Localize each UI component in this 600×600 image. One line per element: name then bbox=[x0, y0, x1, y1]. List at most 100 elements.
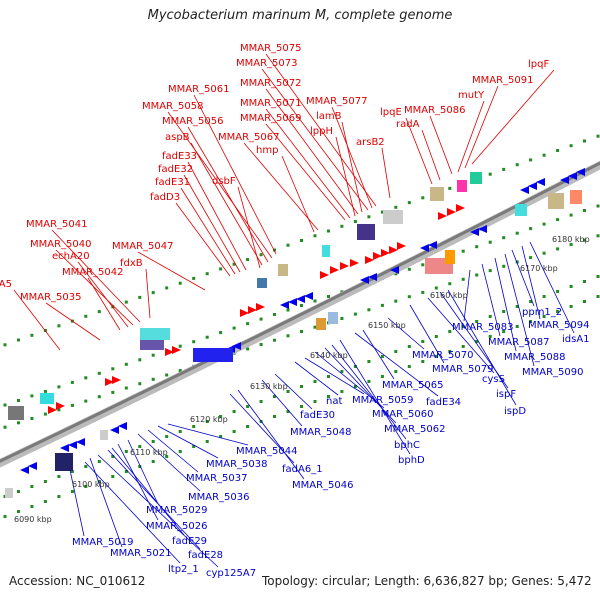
forward-gene-label: MMAR_5047 bbox=[112, 241, 174, 252]
track-dot bbox=[84, 465, 88, 468]
reverse-gene-label: MMAR_5088 bbox=[504, 352, 566, 363]
gene-box bbox=[100, 430, 108, 440]
gene-box bbox=[357, 224, 375, 240]
track-dot bbox=[259, 317, 263, 321]
track-dot bbox=[124, 450, 128, 453]
track-dot bbox=[488, 315, 492, 318]
track-dot bbox=[57, 475, 61, 478]
forward-gene-label: fadD3 bbox=[150, 192, 180, 203]
reverse-gene-label: MMAR_5044 bbox=[236, 446, 298, 457]
forward-gene-label: MMAR_5040 bbox=[30, 239, 92, 250]
track-dot bbox=[246, 322, 250, 326]
reverse-gene-arrow bbox=[118, 422, 127, 430]
reverse-gene-arrow bbox=[76, 438, 85, 446]
track-dot bbox=[313, 400, 317, 403]
leader-line bbox=[471, 69, 555, 165]
track-dot bbox=[30, 417, 34, 420]
reverse-gene-label: MMAR_5021 bbox=[110, 548, 172, 559]
track-dot bbox=[165, 373, 169, 377]
track-dot bbox=[556, 290, 560, 293]
leader-line bbox=[183, 174, 241, 273]
forward-gene-label: MMAR_5035 bbox=[20, 292, 82, 303]
forward-gene-label: dsbF bbox=[212, 176, 236, 187]
track-dot bbox=[286, 410, 290, 413]
track-dot bbox=[448, 282, 452, 286]
leader-line bbox=[167, 111, 273, 259]
reverse-gene-label: MMAR_5038 bbox=[206, 459, 268, 470]
reverse-gene-label: fadE29 bbox=[172, 536, 207, 547]
track-dot bbox=[178, 369, 182, 373]
gene-box bbox=[430, 187, 444, 201]
scale-tick-label: 6120 kbp bbox=[190, 415, 228, 424]
leader-line bbox=[55, 249, 134, 326]
track-dot bbox=[17, 490, 20, 493]
leader-line bbox=[77, 261, 129, 328]
track-dot bbox=[367, 360, 371, 363]
track-dot bbox=[583, 139, 586, 143]
leader-line bbox=[274, 373, 313, 410]
track-dot bbox=[542, 153, 546, 157]
reverse-gene-label: MMAR_5037 bbox=[186, 473, 248, 484]
track-dot bbox=[313, 325, 317, 329]
reverse-gene-arrow bbox=[390, 266, 399, 274]
track-dot bbox=[448, 330, 452, 333]
track-dot bbox=[259, 253, 263, 257]
leader-line bbox=[331, 344, 407, 440]
leader-line bbox=[457, 100, 485, 173]
track-dot bbox=[151, 353, 155, 357]
track-dot bbox=[488, 172, 492, 176]
leader-line bbox=[494, 257, 517, 352]
reverse-gene-label: ppm1_2 bbox=[522, 307, 562, 318]
track-dot bbox=[502, 236, 506, 240]
track-dot bbox=[515, 325, 519, 328]
forward-gene-label: echA20 bbox=[52, 251, 90, 262]
gene-box bbox=[470, 172, 482, 184]
track-dot bbox=[529, 320, 533, 323]
track-dot bbox=[340, 370, 344, 373]
forward-gene-arrow bbox=[320, 271, 329, 279]
track-dot bbox=[151, 460, 155, 463]
track-dot bbox=[421, 340, 425, 343]
track-dot bbox=[205, 272, 209, 276]
reverse-gene-label: MMAR_5060 bbox=[372, 409, 434, 420]
track-dot bbox=[407, 365, 411, 368]
track-dot bbox=[596, 295, 600, 298]
track-dot bbox=[300, 385, 303, 388]
track-dot bbox=[111, 475, 115, 478]
leader-line bbox=[137, 433, 201, 492]
track-dot bbox=[340, 224, 344, 228]
leader-line bbox=[243, 142, 319, 231]
gene-box bbox=[457, 180, 467, 192]
track-dot bbox=[353, 220, 357, 223]
reverse-gene-arrow bbox=[368, 273, 377, 281]
track-dot bbox=[97, 395, 101, 399]
track-dot bbox=[300, 330, 303, 333]
leader-line bbox=[175, 202, 231, 277]
forward-gene-label: hmp bbox=[256, 145, 278, 156]
track-dot bbox=[502, 167, 506, 171]
reverse-gene-label: MMAR_5046 bbox=[292, 480, 354, 491]
leader-line bbox=[387, 317, 425, 350]
leader-line bbox=[521, 245, 541, 320]
leader-line bbox=[529, 241, 575, 334]
leader-line bbox=[97, 454, 219, 568]
reverse-gene-label: MMAR_5070 bbox=[412, 350, 474, 361]
forward-gene-arrow bbox=[248, 306, 257, 314]
track-dot bbox=[246, 405, 250, 408]
forward-gene-arrow bbox=[112, 376, 121, 384]
track-dot bbox=[421, 263, 425, 267]
track-dot bbox=[488, 335, 492, 338]
track-dot bbox=[151, 291, 155, 295]
gene-box bbox=[257, 278, 267, 288]
track-dot bbox=[583, 280, 586, 283]
leader-line bbox=[447, 289, 517, 406]
forward-gene-label: MMAR_5086 bbox=[404, 105, 466, 116]
reverse-gene-arrow bbox=[528, 182, 537, 190]
leader-line bbox=[421, 129, 441, 181]
reverse-gene-label: ispD bbox=[504, 406, 526, 417]
track-dot bbox=[448, 350, 452, 353]
track-dot bbox=[30, 333, 34, 337]
track-dot bbox=[84, 399, 88, 403]
reverse-gene-arrow bbox=[304, 292, 313, 300]
leader-line bbox=[147, 429, 199, 473]
